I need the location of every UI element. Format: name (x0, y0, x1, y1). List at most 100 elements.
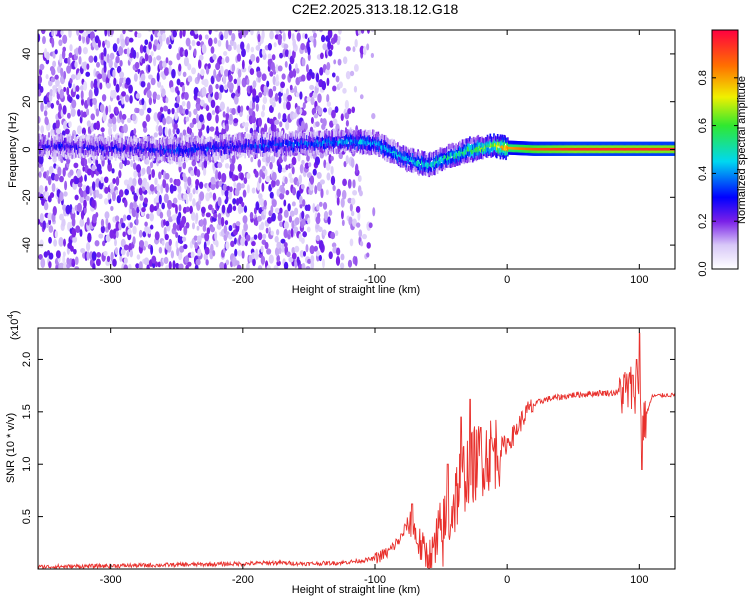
ridge-cell (197, 142, 199, 149)
ridge-cell (483, 143, 486, 149)
ridge-cell (157, 139, 160, 146)
ridge-cell (281, 134, 283, 141)
ridge-cell (554, 146, 556, 151)
ridge-cell (307, 133, 309, 140)
noise-cell (217, 162, 223, 169)
noise-cell (105, 105, 109, 116)
ridge-cell (351, 147, 354, 153)
ridge-cell (566, 141, 568, 146)
ridge-cell (350, 140, 353, 146)
ridge-cell (514, 148, 517, 153)
ridge-cell (469, 136, 471, 142)
noise-cell (262, 104, 266, 111)
ridge-cell (137, 151, 140, 158)
noise-cell (323, 210, 329, 221)
noise-cell (256, 180, 260, 191)
ridge-cell (59, 136, 61, 142)
noise-cell (124, 188, 129, 196)
ridge-cell (268, 150, 271, 156)
ridge-cell (112, 151, 115, 158)
ridge-cell (368, 144, 370, 150)
noise-cell (246, 105, 250, 111)
noise-cell (311, 72, 315, 80)
ridge-cell (235, 140, 238, 147)
noise-cell (119, 254, 123, 262)
ridge-cell (586, 144, 589, 148)
ridge-cell (530, 144, 532, 148)
ridge-cell (408, 152, 410, 158)
ridge-cell (179, 150, 182, 156)
ridge-cell (371, 136, 374, 142)
ridge-cell (508, 145, 511, 150)
noise-cell (268, 105, 274, 114)
noise-cell (122, 30, 126, 35)
noise-cell (177, 184, 182, 194)
ridge-cell (152, 146, 155, 152)
ridge-cell (412, 148, 415, 154)
ridge-cell (549, 149, 552, 154)
ridge-cell (42, 151, 45, 157)
ridge-cell (534, 141, 537, 146)
noise-cell (257, 265, 263, 269)
ridge-cell (232, 141, 234, 147)
noise-cell (287, 94, 293, 102)
ridge-cell (144, 156, 147, 162)
noise-cell (283, 209, 289, 218)
ridge-cell (242, 147, 245, 153)
ridge-cell (380, 148, 382, 154)
ridge-cell (375, 135, 378, 141)
noise-cell (291, 166, 295, 175)
ridge-cell (361, 145, 364, 151)
ridge-cell (61, 134, 63, 140)
ridge-cell (396, 158, 399, 164)
ridge-cell (367, 145, 370, 151)
noise-cell (201, 206, 206, 214)
noise-cell (182, 108, 187, 115)
ridge-cell (188, 148, 191, 154)
ridge-cell (52, 134, 55, 140)
ridge-cell (52, 139, 55, 146)
noise-cell (126, 214, 132, 221)
ridge-cell (571, 152, 574, 156)
noise-cell (291, 247, 296, 254)
ridge-cell (451, 161, 454, 168)
ridge-cell (221, 134, 223, 140)
ridge-cell (122, 142, 124, 148)
ridge-cell (182, 157, 185, 163)
noise-cell (172, 260, 176, 269)
noise-cell (123, 264, 129, 269)
ridge-cell (234, 143, 236, 149)
ridge-cell (66, 145, 69, 151)
ridge-cell (581, 146, 584, 151)
ridge-cell (105, 138, 108, 144)
ridge-cell (242, 143, 245, 149)
ridge-cell (220, 150, 222, 156)
noise-cell (359, 240, 364, 247)
ridge-cell (317, 144, 320, 151)
ridge-cell (360, 131, 363, 137)
noise-cell (79, 196, 84, 204)
ridge-cell (433, 165, 435, 171)
ridge-cell (186, 157, 188, 163)
ridge-cell (417, 154, 419, 161)
ridge-cell (181, 136, 184, 142)
noise-cell (309, 245, 315, 255)
noise-cell (39, 213, 44, 223)
ridge-cell (560, 144, 563, 148)
ridge-cell (507, 143, 510, 147)
noise-cell (105, 234, 111, 243)
ridge-cell (488, 149, 491, 155)
ridge-cell (442, 158, 444, 164)
noise-cell (82, 31, 88, 38)
ridge-cell (491, 141, 493, 148)
ridge-cell (89, 148, 92, 155)
ridge-cell (493, 150, 495, 156)
ridge-cell (103, 139, 106, 145)
ridge-cell (197, 138, 199, 144)
noise-cell (191, 39, 196, 47)
noise-cell (45, 222, 50, 229)
ridge-cell (223, 153, 225, 159)
ridge-cell (301, 131, 304, 137)
ridge-cell (584, 152, 587, 156)
ridge-cell (185, 148, 187, 154)
